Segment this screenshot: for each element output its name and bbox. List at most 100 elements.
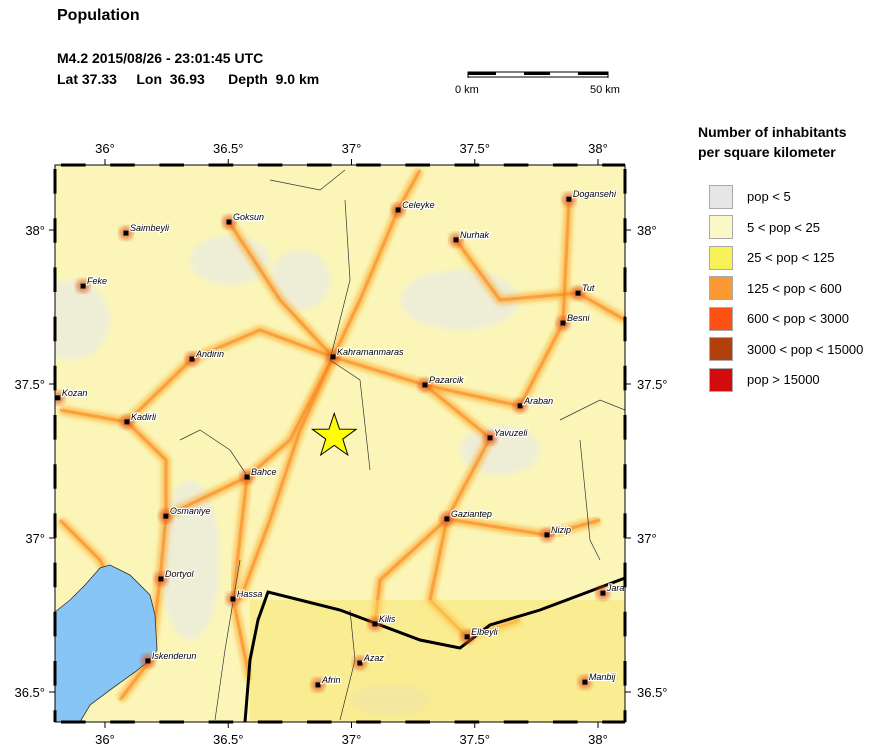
city-label: Afrin bbox=[321, 675, 341, 685]
city-label: Yavuzeli bbox=[494, 428, 528, 438]
legend-item: pop > 15000 bbox=[709, 367, 820, 392]
event-info: M4.2 2015/08/26 - 23:01:45 UTC bbox=[57, 50, 264, 66]
province-boundary bbox=[559, 399, 625, 421]
legend-label: 600 < pop < 3000 bbox=[747, 311, 849, 326]
city-iskenderun: Iskenderun bbox=[140, 650, 198, 668]
city-label: Osmaniye bbox=[170, 506, 211, 516]
city-marker bbox=[163, 513, 169, 519]
sparse-area bbox=[350, 685, 430, 715]
sparse-area bbox=[270, 250, 330, 310]
city-label: Pazarcik bbox=[429, 375, 464, 385]
city-label: Kadirli bbox=[131, 412, 157, 422]
city-kilis: Kilis bbox=[367, 613, 397, 631]
city-afrin: Afrin bbox=[310, 674, 342, 692]
populated-corridor-core bbox=[238, 356, 335, 601]
city-label: Manbij bbox=[589, 672, 617, 682]
city-goksun: Goksun bbox=[221, 211, 265, 229]
city-pazarcik: Pazarcik bbox=[417, 374, 465, 392]
legend-item: 3000 < pop < 15000 bbox=[709, 337, 863, 362]
city-dortyol: Dortyol bbox=[153, 568, 196, 586]
sparse-area bbox=[55, 280, 110, 360]
city-araban: Araban bbox=[513, 395, 554, 413]
city-marker bbox=[560, 320, 566, 326]
city-label: Goksun bbox=[233, 212, 264, 222]
lon-tick-label-top: 36° bbox=[95, 141, 115, 156]
legend-item: 600 < pop < 3000 bbox=[709, 306, 849, 331]
city-tut: Tut bbox=[571, 282, 596, 301]
province-boundary bbox=[579, 439, 601, 561]
city-celeyke: Celeyke bbox=[391, 199, 436, 217]
city-label: Azaz bbox=[363, 653, 385, 663]
city-hassa: Hassa bbox=[225, 588, 264, 606]
city-label: Nurhak bbox=[460, 230, 490, 240]
city-label: Andirin bbox=[195, 349, 224, 359]
province-boundary bbox=[214, 559, 241, 721]
scale-end-label: 50 km bbox=[590, 84, 620, 96]
lon-tick-label-bottom: 36° bbox=[95, 732, 115, 747]
lat-tick-label-right: 36.5° bbox=[637, 685, 668, 700]
lat-tick-label-right: 38° bbox=[637, 223, 657, 238]
city-marker bbox=[123, 230, 129, 236]
populated-corridor-core bbox=[428, 518, 521, 639]
lon-tick-label-bottom: 37° bbox=[342, 732, 362, 747]
city-marker bbox=[357, 660, 363, 666]
legend-title: Number of inhabitants per square kilomet… bbox=[698, 122, 847, 162]
city-osmaniye: Osmaniye bbox=[158, 505, 212, 524]
scale-start-label: 0 km bbox=[455, 84, 479, 96]
legend-item: 125 < pop < 600 bbox=[709, 276, 842, 301]
city-label: Kahramanmaras bbox=[337, 347, 404, 357]
lon-tick-label-bottom: 36.5° bbox=[213, 732, 244, 747]
scale-bar bbox=[467, 71, 609, 78]
lat-tick-label-left: 38° bbox=[25, 223, 45, 238]
lon-tick-label-top: 38° bbox=[588, 141, 608, 156]
lat-tick-label-right: 37.5° bbox=[637, 377, 668, 392]
map-area: Saimbeyli Goksun Celeyke Dogansehi Nurhak Fek… bbox=[55, 165, 625, 722]
city-marker bbox=[330, 354, 336, 360]
city-marker bbox=[158, 576, 164, 582]
city-marker bbox=[422, 382, 428, 388]
city-label: Celeyke bbox=[402, 200, 435, 210]
lat-tick-label-left: 37.5° bbox=[14, 377, 45, 392]
legend-label: 3000 < pop < 15000 bbox=[747, 341, 864, 357]
populated-corridor-core bbox=[332, 355, 492, 625]
city-elbeyli: Elbeyli bbox=[460, 626, 500, 644]
city-azaz: Azaz bbox=[352, 652, 385, 671]
city-marker bbox=[544, 532, 550, 538]
populated-corridor-core bbox=[125, 328, 334, 424]
city-feke: Feke bbox=[76, 275, 108, 294]
city-label: Bahce bbox=[251, 467, 277, 477]
city-marker bbox=[315, 682, 321, 688]
map-title: Population bbox=[57, 7, 140, 24]
lon-tick-label-top: 36.5° bbox=[213, 141, 244, 156]
city-gaziantep: Gaziantep bbox=[439, 508, 493, 526]
city-label: Besni bbox=[567, 313, 591, 323]
city-bahce: Bahce bbox=[239, 466, 278, 485]
legend-swatch bbox=[709, 215, 733, 239]
city-kadirli: Kadirli bbox=[119, 411, 158, 429]
city-label: Saimbeyli bbox=[130, 223, 170, 233]
city-marker bbox=[566, 196, 572, 202]
lat-tick-label-left: 37° bbox=[25, 531, 45, 546]
city-kahramanmaras: Kahramanmaras bbox=[326, 346, 405, 364]
city-andirin: Andirin bbox=[185, 348, 225, 367]
lon-tick-label-top: 37.5° bbox=[459, 141, 490, 156]
legend-label: pop < 5 bbox=[747, 189, 791, 204]
map-frame: 36° 36° 36.5° 36.5° 37° 37° 37.5° 37.5° 38° 38° 38… bbox=[14, 141, 667, 747]
city-label: Dogansehi bbox=[573, 189, 617, 199]
city-besni: Besni bbox=[555, 312, 592, 331]
city-marker bbox=[600, 590, 606, 596]
legend-item: 25 < pop < 125 bbox=[709, 245, 834, 270]
frame-border bbox=[54, 164, 626, 723]
epicenter-star-icon bbox=[310, 411, 358, 457]
legend-swatch bbox=[709, 337, 733, 361]
location-info: Lat 37.33 Lon 36.93 Depth 9.0 km bbox=[57, 71, 320, 87]
city-marker bbox=[372, 621, 378, 627]
city-label: Hassa bbox=[237, 589, 263, 599]
city-saimbeyli: Saimbeyli bbox=[118, 222, 171, 241]
legend-label: 125 < pop < 600 bbox=[747, 280, 842, 296]
city-marker bbox=[487, 435, 493, 441]
sparse-area bbox=[160, 480, 220, 640]
legend-item: pop < 5 bbox=[709, 184, 791, 209]
sea bbox=[55, 564, 158, 722]
